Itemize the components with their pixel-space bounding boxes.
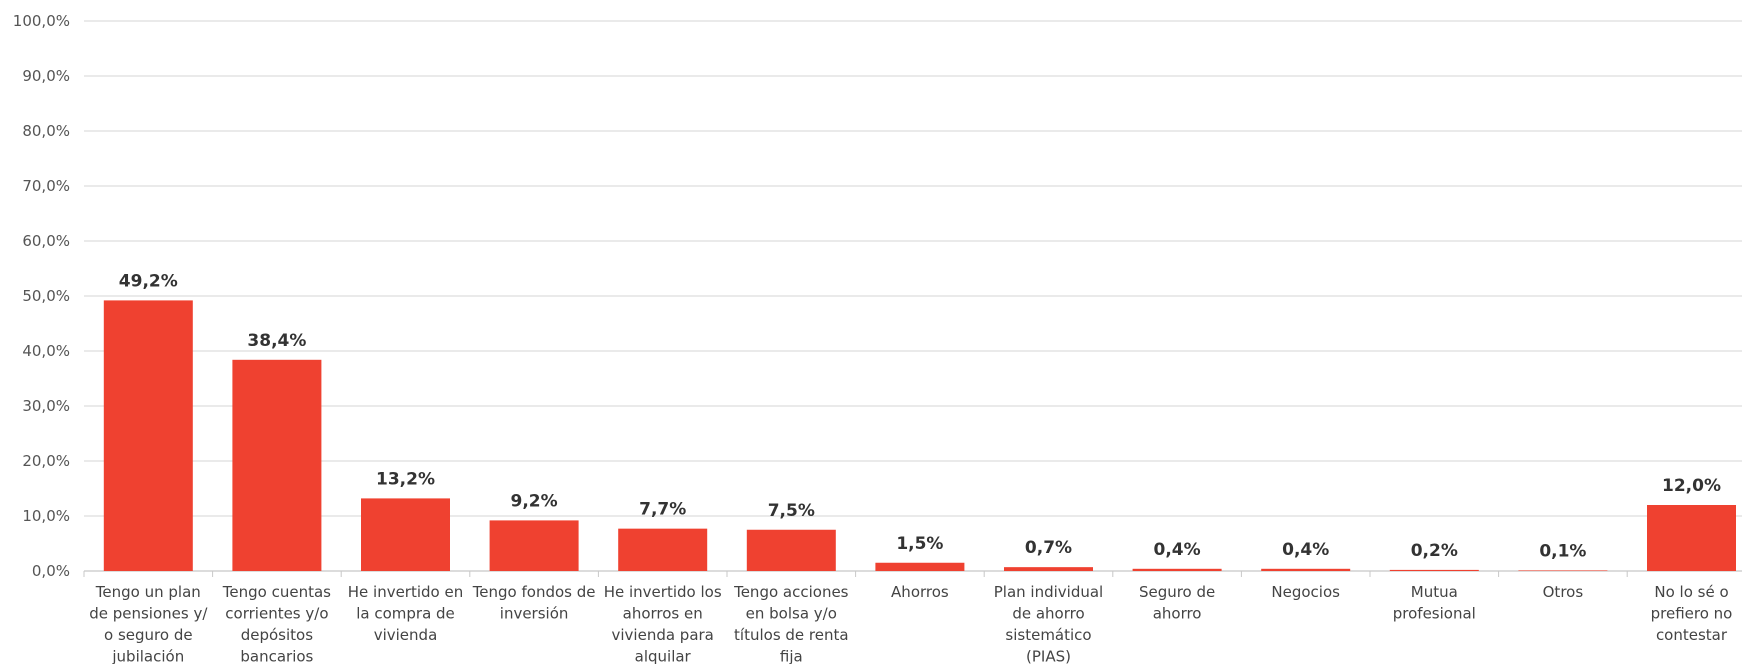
data-label: 7,7%: [639, 500, 686, 520]
data-label: 38,4%: [247, 331, 306, 351]
x-category-label-line: vivienda para: [612, 626, 714, 644]
bar: [1647, 505, 1736, 571]
x-category-label-line: Tengo cuentas: [222, 583, 331, 601]
x-category-label-line: depósitos: [241, 626, 313, 644]
data-label: 9,2%: [511, 491, 558, 511]
bar: [361, 498, 450, 571]
x-category-label-line: No lo sé o: [1654, 583, 1728, 601]
x-category-label: Tengo cuentas corrientes y/o depósitos banc…: [222, 583, 331, 664]
data-label: 1,5%: [896, 534, 943, 554]
x-category-label-line: ahorros en: [623, 605, 703, 623]
bar: [875, 562, 965, 571]
x-category-label-line: títulos de renta: [734, 626, 849, 644]
x-category-label-line: o seguro de: [104, 626, 193, 644]
x-category-label: Tengo acciones en bolsa y/o títulos de ren…: [733, 583, 849, 664]
y-tick-label: 50,0%: [22, 287, 70, 305]
x-category-label-line: inversión: [500, 605, 569, 623]
x-category-label-line: contestar: [1656, 626, 1728, 644]
bar: [1004, 567, 1093, 571]
x-category-label: Mutua profesional: [1393, 583, 1476, 623]
x-category-label-line: He invertido en: [348, 583, 463, 601]
y-tick-label: 70,0%: [22, 177, 70, 195]
y-tick-label: 10,0%: [22, 507, 70, 525]
x-category-label-line: alquilar: [635, 648, 692, 664]
data-label: 12,0%: [1662, 476, 1721, 496]
data-label: 0,1%: [1539, 541, 1586, 561]
data-label: 0,4%: [1282, 540, 1329, 560]
y-tick-label: 30,0%: [22, 397, 70, 415]
x-category-label: Otros: [1543, 583, 1584, 601]
data-label: 13,2%: [376, 469, 435, 489]
x-category-label-line: Tengo fondos de: [472, 583, 596, 601]
bar: [489, 520, 579, 571]
x-category-label: Tengo fondos de inversión: [472, 583, 596, 623]
x-category-label-line: Ahorros: [891, 583, 949, 601]
x-category-label-line: profesional: [1393, 605, 1476, 623]
x-category-label-line: (PIAS): [1026, 648, 1071, 664]
x-category-label: No lo sé o prefiero no contestar: [1651, 583, 1733, 644]
y-tick-label: 80,0%: [22, 122, 70, 140]
data-label: 7,5%: [768, 501, 815, 521]
x-category-label-line: de ahorro: [1012, 605, 1084, 623]
data-label: 0,2%: [1411, 541, 1458, 561]
y-tick-label: 100,0%: [13, 12, 70, 30]
x-category-label-line: vivienda: [374, 626, 438, 644]
x-category-label: Negocios: [1271, 583, 1340, 601]
bar: [1261, 568, 1351, 571]
bar: [618, 528, 708, 571]
x-category-label-line: Plan individual: [994, 583, 1103, 601]
x-category-label-line: Mutua: [1411, 583, 1458, 601]
bar: [746, 529, 836, 571]
x-category-label-line: He invertido los: [604, 583, 722, 601]
x-category-label-line: bancarios: [240, 648, 313, 664]
data-label: 0,4%: [1154, 540, 1201, 560]
bar: [1518, 570, 1608, 571]
x-category-label-line: ahorro: [1153, 605, 1202, 623]
y-tick-label: 40,0%: [22, 342, 70, 360]
x-category-label-line: prefiero no: [1651, 605, 1733, 623]
x-category-label: Ahorros: [891, 583, 949, 601]
data-label: 0,7%: [1025, 538, 1072, 558]
y-tick-label: 90,0%: [22, 67, 70, 85]
bar: [1389, 569, 1479, 571]
x-category-label: Seguro de ahorro: [1139, 583, 1215, 623]
x-category-label: He invertido en la compra de vivienda: [348, 583, 463, 644]
y-tick-label: 20,0%: [22, 452, 70, 470]
x-category-label-line: sistemático: [1005, 626, 1091, 644]
data-label: 49,2%: [119, 271, 178, 291]
y-tick-label: 0,0%: [32, 562, 70, 580]
x-category-label-line: Tengo un plan: [95, 583, 201, 601]
x-category-label: Plan individual de ahorro sistemático (PIAS…: [994, 583, 1103, 664]
x-category-label-line: fija: [780, 648, 803, 664]
x-category-label-line: Otros: [1543, 583, 1584, 601]
x-category-label-line: Tengo acciones: [733, 583, 849, 601]
x-category-label-line: corrientes y/o: [225, 605, 328, 623]
x-category-label-line: Seguro de: [1139, 583, 1215, 601]
x-category-label-line: la compra de: [356, 605, 455, 623]
x-category-label-line: Negocios: [1271, 583, 1340, 601]
y-tick-label: 60,0%: [22, 232, 70, 250]
x-category-label: Tengo un plan de pensiones y/o seguro de j…: [89, 583, 208, 664]
x-category-label-line: de pensiones y/: [89, 605, 208, 623]
x-category-label-line: jubilación: [111, 648, 184, 664]
bar: [232, 359, 322, 571]
x-category-label-line: en bolsa y/o: [746, 605, 837, 623]
x-category-label: He invertido los ahorros en vivienda para a…: [604, 583, 722, 664]
bar: [103, 300, 193, 571]
bar: [1132, 568, 1222, 571]
